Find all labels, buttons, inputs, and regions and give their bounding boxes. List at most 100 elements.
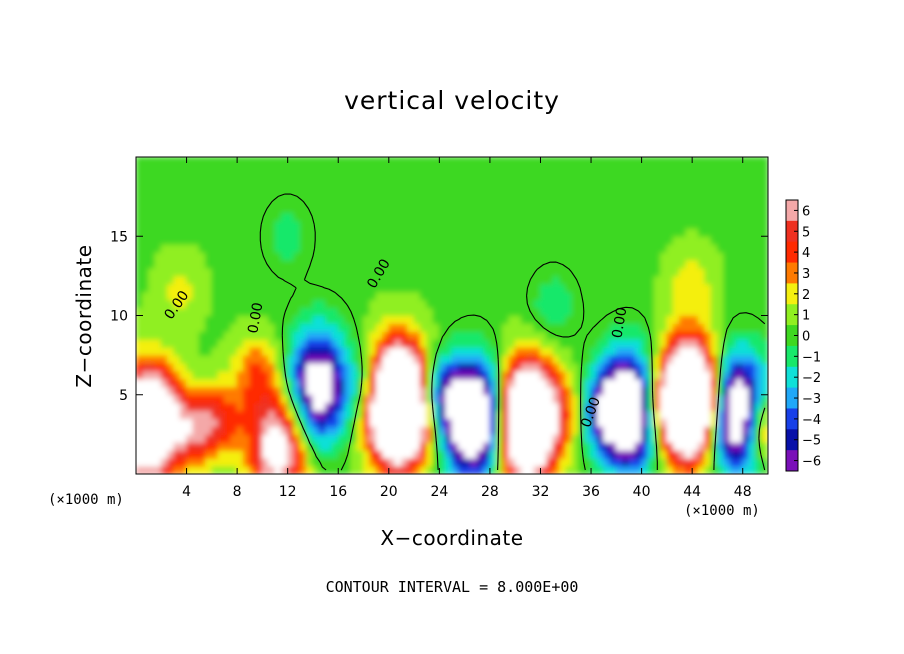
field-cell	[293, 315, 301, 324]
field-cell	[735, 402, 744, 412]
field-cell	[356, 370, 365, 380]
field-cell	[261, 338, 270, 348]
field-cell	[577, 418, 586, 427]
field-cell	[533, 402, 541, 412]
field-cell	[584, 378, 592, 388]
field-cell	[249, 204, 257, 213]
field-cell	[483, 251, 491, 261]
colorbar-swatch	[786, 304, 798, 326]
field-cell	[647, 346, 655, 356]
field-cell	[230, 330, 238, 340]
field-cell	[325, 425, 333, 435]
field-cell	[742, 449, 750, 459]
field-cell	[445, 188, 453, 198]
field-cell	[325, 307, 333, 316]
field-cell	[685, 362, 693, 372]
field-cell	[470, 275, 478, 285]
field-cell	[470, 394, 478, 404]
field-cell	[230, 346, 238, 356]
field-cell	[261, 322, 270, 332]
field-cell	[729, 219, 737, 229]
field-cell	[217, 449, 225, 459]
field-cell	[742, 322, 750, 332]
field-cell	[236, 188, 244, 198]
field-cell	[223, 243, 232, 253]
field-cell	[337, 425, 346, 435]
field-cell	[558, 157, 567, 166]
field-cell	[704, 243, 712, 253]
field-cell	[148, 354, 156, 364]
field-cell	[375, 441, 383, 451]
field-cell	[274, 307, 282, 316]
field-cell	[375, 267, 383, 277]
field-cell	[742, 362, 750, 372]
field-cell	[192, 196, 200, 206]
field-cell	[464, 283, 472, 293]
field-cell	[160, 362, 169, 372]
field-cell	[400, 441, 409, 451]
field-cell	[710, 275, 718, 285]
field-cell	[375, 275, 383, 285]
field-cell	[136, 267, 143, 277]
field-cell	[337, 402, 346, 412]
field-cell	[622, 394, 630, 404]
field-cell	[495, 394, 504, 404]
field-cell	[533, 354, 541, 364]
field-cell	[508, 354, 516, 364]
field-cell	[136, 322, 143, 332]
field-cell	[160, 425, 169, 435]
field-cell	[230, 449, 238, 459]
field-cell	[167, 465, 175, 474]
field-cell	[679, 267, 687, 277]
field-cell	[299, 338, 308, 348]
field-cell	[274, 465, 282, 474]
field-cell	[704, 425, 712, 435]
field-cell	[527, 394, 535, 404]
field-cell	[685, 204, 693, 213]
field-cell	[299, 410, 308, 420]
field-cell	[337, 259, 346, 269]
field-cell	[609, 465, 617, 474]
field-cell	[388, 418, 396, 427]
field-cell	[356, 394, 365, 404]
field-cell	[268, 172, 276, 182]
field-cell	[356, 338, 365, 348]
field-cell	[634, 433, 643, 443]
field-cell	[293, 465, 301, 474]
field-cell	[394, 164, 402, 174]
field-cell	[565, 425, 573, 435]
field-cell	[445, 346, 453, 356]
field-cell	[432, 157, 440, 166]
colorbar-label: −6	[802, 455, 821, 470]
field-cell	[217, 243, 225, 253]
field-cell	[192, 370, 200, 380]
field-cell	[489, 259, 497, 269]
field-cell	[148, 267, 156, 277]
field-cell	[186, 330, 194, 340]
field-cell	[249, 354, 257, 364]
field-cell	[337, 172, 346, 182]
field-cell	[514, 457, 523, 467]
field-cell	[647, 291, 655, 301]
field-cell	[451, 315, 459, 324]
field-cell	[558, 338, 567, 348]
field-cell	[198, 457, 207, 467]
field-cell	[464, 172, 472, 182]
field-cell	[261, 235, 270, 245]
field-cell	[369, 204, 377, 213]
field-cell	[419, 283, 428, 293]
field-cell	[710, 354, 718, 364]
field-cell	[160, 322, 169, 332]
field-cell	[419, 180, 428, 190]
field-cell	[647, 433, 655, 443]
field-cell	[173, 283, 181, 293]
field-cell	[160, 164, 169, 174]
field-cell	[331, 425, 339, 435]
field-cell	[735, 283, 744, 293]
field-cell	[628, 227, 636, 237]
field-cell	[603, 338, 611, 348]
field-cell	[647, 362, 655, 372]
field-cell	[154, 449, 162, 459]
field-cell	[375, 235, 383, 245]
field-cell	[236, 251, 244, 261]
